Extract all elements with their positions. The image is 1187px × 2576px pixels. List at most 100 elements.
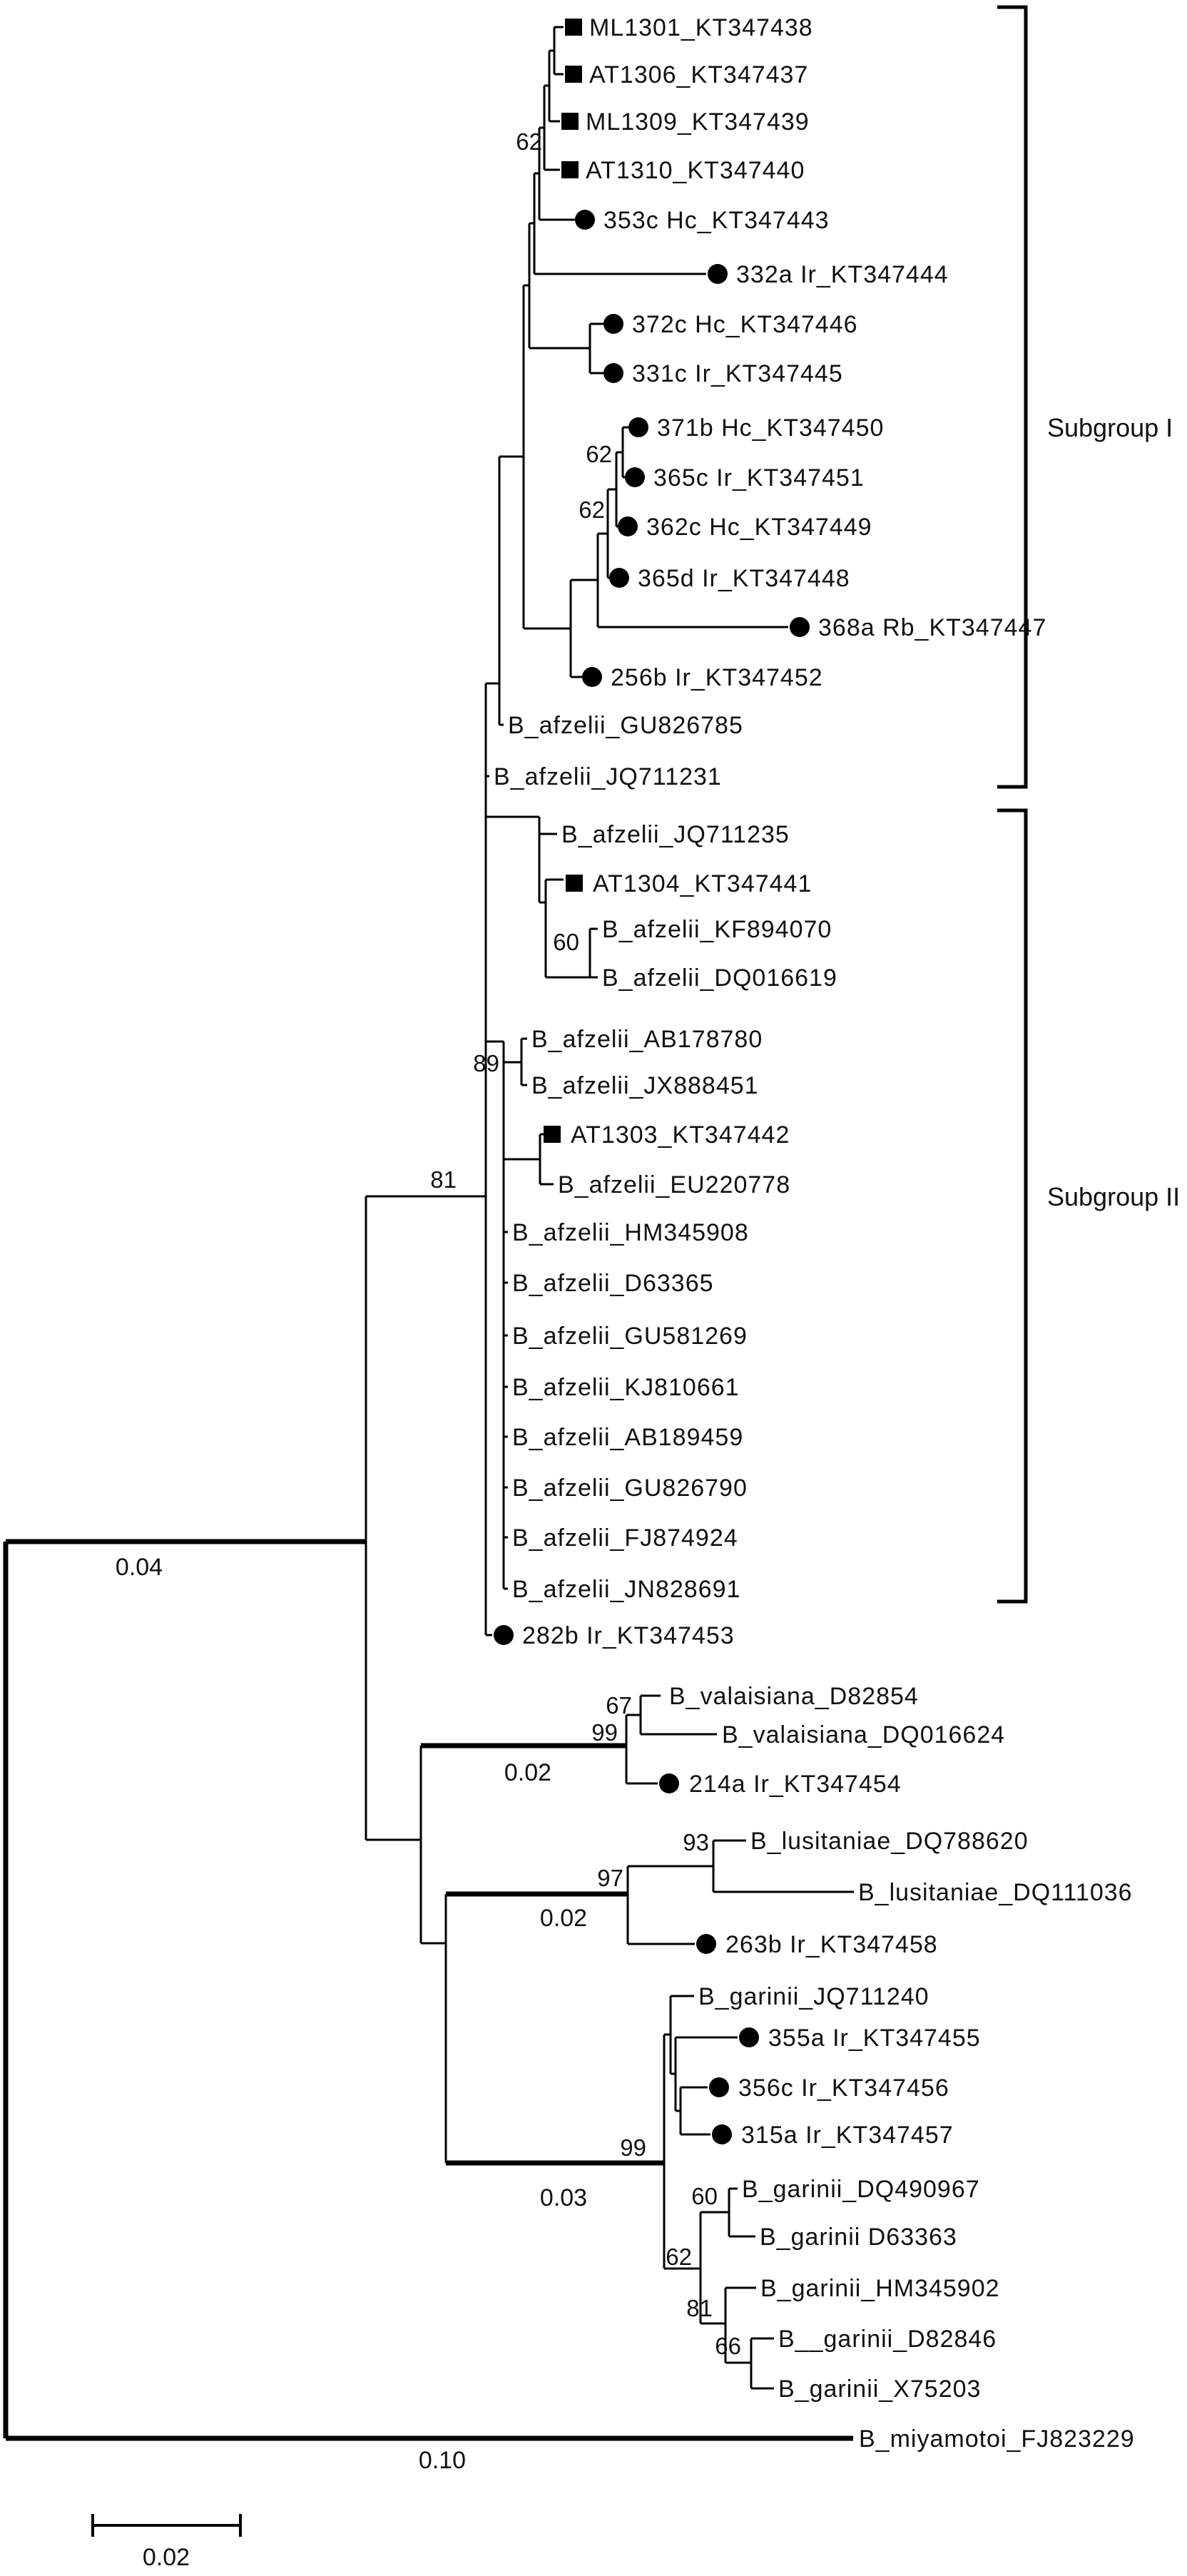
filled-circle-icon [659, 1773, 679, 1793]
branch-length-label: 0.04 [116, 1554, 163, 1581]
taxon-label: B_afzelii_JN828691 [512, 1576, 740, 1603]
filled-circle-icon [628, 417, 648, 437]
filled-circle-icon [696, 1934, 716, 1954]
branch-length-label: 0.10 [419, 2447, 466, 2474]
filled-square-icon [561, 161, 579, 178]
bootstrap-value: 60 [553, 929, 579, 955]
bootstrap-value: 66 [715, 2333, 741, 2359]
taxon-label: B_garinii D63363 [760, 2224, 957, 2251]
filled-square-icon [565, 19, 582, 36]
taxon-label: B_garinii_JQ711240 [698, 1983, 929, 2010]
taxon-label: B_miyamotoi_FJ823229 [859, 2425, 1135, 2453]
taxon-label: B_afzelii_JX888451 [531, 1072, 759, 1099]
taxon-label: 263b Ir_KT347458 [725, 1931, 938, 1958]
bootstrap-value: 62 [516, 128, 542, 155]
taxon-label: 315a Ir_KT347457 [741, 2122, 954, 2149]
taxon-label: AT1304_KT347441 [593, 870, 812, 897]
filled-circle-icon [708, 264, 728, 284]
taxon-label: 368a Rb_KT347447 [818, 614, 1046, 641]
filled-circle-icon [790, 617, 810, 637]
taxon-label: B_afzelii_HM345908 [512, 1219, 749, 1246]
filled-circle-icon [625, 467, 645, 487]
scale-bar [91, 2514, 242, 2537]
filled-circle-icon [494, 1625, 514, 1645]
subgroup-brackets [997, 5, 1028, 1604]
filled-circle-icon [582, 667, 602, 687]
taxon-label: B_lusitaniae_DQ111036 [858, 1879, 1133, 1906]
taxon-label: 214a Ir_KT347454 [689, 1771, 902, 1798]
subgroup-label: Subgroup II [1047, 1182, 1180, 1211]
taxon-label: B_afzelii_KJ810661 [512, 1374, 740, 1401]
taxon-label: 282b Ir_KT347453 [522, 1622, 735, 1649]
filled-circle-icon [712, 2124, 732, 2144]
bootstrap-value: 99 [620, 2134, 646, 2161]
taxon-label: B_valaisiana_DQ016624 [722, 1721, 1005, 1748]
bootstrap-value: 99 [591, 1719, 618, 1746]
scale-bar-label: 0.02 [143, 2544, 190, 2571]
taxon-label: 332a Ir_KT347444 [736, 261, 949, 288]
taxon-label: B_valaisiana_D82854 [669, 1683, 919, 1710]
taxon-label: B_afzelii_JQ711231 [494, 763, 722, 790]
subgroup-label: Subgroup I [1047, 413, 1173, 442]
taxon-label: 365c Ir_KT347451 [653, 464, 865, 492]
taxon-label: B__garinii_D82846 [778, 2326, 997, 2353]
taxon-label: 371b Hc_KT347450 [657, 414, 884, 442]
taxon-label: 256b Ir_KT347452 [611, 664, 823, 691]
branch-length-label: 0.02 [504, 1759, 551, 1786]
branch-length-label: 0.02 [540, 1905, 587, 1932]
taxon-label: 355a Ir_KT347455 [768, 2025, 981, 2052]
taxon-label: ML1301_KT347438 [589, 14, 813, 41]
taxon-label: B_afzelii_AB178780 [531, 1026, 763, 1053]
taxon-label: B_afzelii_AB189459 [512, 1424, 743, 1451]
filled-square-icon [566, 875, 583, 892]
taxon-label: B_garinii_DQ490967 [742, 2176, 980, 2203]
taxon-label: AT1306_KT347437 [589, 61, 808, 88]
tree-branch-lines [365, 26, 854, 2390]
filled-square-icon [565, 66, 582, 83]
bootstrap-value: 60 [691, 2183, 718, 2209]
taxon-label: B_afzelii_FJ874924 [512, 1524, 738, 1552]
bootstrap-value: 67 [606, 1692, 632, 1719]
bootstrap-value: 62 [666, 2244, 692, 2270]
taxon-label: B_afzelii_EU220778 [558, 1171, 790, 1198]
filled-circle-icon [739, 2027, 759, 2047]
taxon-label: 331c Ir_KT347445 [632, 360, 843, 387]
filled-circle-icon [575, 210, 595, 230]
taxon-label: B_garinii_HM345902 [760, 2275, 1000, 2302]
taxon-label: AT1303_KT347442 [571, 1121, 790, 1149]
filled-circle-icon [603, 314, 623, 334]
bootstrap-value: 81 [686, 2295, 713, 2321]
bootstrap-value: 81 [430, 1166, 457, 1193]
taxon-label: B_afzelii_GU826790 [512, 1475, 748, 1502]
taxon-label: AT1310_KT347440 [586, 157, 805, 184]
taxon-label: 356c Ir_KT347456 [738, 2074, 949, 2102]
bootstrap-value: 62 [586, 441, 612, 467]
taxon-label: 362c Hc_KT347449 [646, 514, 872, 541]
taxon-label: B_afzelii_JQ711235 [561, 821, 790, 848]
taxon-label: 372c Hc_KT347446 [632, 311, 858, 338]
filled-circle-icon [603, 363, 623, 383]
taxon-label: B_afzelii_KF894070 [602, 916, 832, 943]
bootstrap-value: 93 [683, 1829, 709, 1855]
taxon-label: B_afzelii_D63365 [512, 1270, 714, 1297]
taxon-label: B_afzelii_GU581269 [512, 1323, 748, 1350]
taxon-label: B_garinii_X75203 [778, 2376, 981, 2403]
filled-square-icon [544, 1126, 561, 1143]
bootstrap-value: 62 [579, 497, 605, 523]
filled-circle-icon [709, 2077, 729, 2097]
taxon-label: 353c Hc_KT347443 [603, 207, 830, 234]
taxon-label: B_lusitaniae_DQ788620 [750, 1828, 1029, 1855]
taxon-label: 365d Ir_KT347448 [638, 565, 850, 592]
taxon-label: B_afzelii_GU826785 [508, 712, 743, 739]
filled-circle-icon [609, 568, 629, 588]
bootstrap-value: 97 [597, 1865, 623, 1891]
filled-square-icon [561, 113, 579, 130]
taxon-label: B_afzelii_DQ016619 [602, 964, 837, 992]
tree-thick-branch-lines [3, 1539, 853, 2441]
bootstrap-value: 89 [473, 1050, 499, 1076]
filled-circle-icon [618, 516, 638, 536]
taxon-label: ML1309_KT347439 [586, 108, 810, 136]
branch-length-label: 0.03 [540, 2184, 587, 2211]
